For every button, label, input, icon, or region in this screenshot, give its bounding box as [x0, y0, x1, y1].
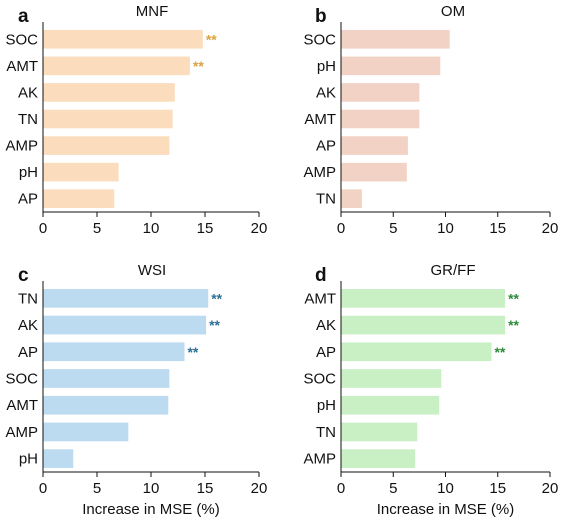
category-label: pH — [317, 58, 336, 75]
bar-amp — [341, 162, 407, 182]
panel-a: a MNF SOC ** AMT ** AK TN AMP pH AP0 5 10 15 20 — [5, 3, 267, 237]
x-tick-label: 0 — [39, 480, 47, 497]
bar-tn — [43, 109, 173, 129]
x-axis-label: Increase in MSE (%) — [82, 501, 220, 518]
significance-marker: ** — [209, 317, 220, 333]
category-label: TN — [316, 424, 336, 441]
x-tick-label: 20 — [542, 480, 559, 497]
category-label: AMP — [5, 138, 38, 155]
category-label: SOC — [5, 31, 38, 48]
category-label: AMT — [6, 397, 38, 414]
bar-soc — [341, 369, 442, 388]
significance-marker: ** — [508, 317, 519, 333]
category-label: AK — [18, 317, 38, 334]
bar-amt — [43, 56, 190, 76]
bar-amt — [43, 395, 169, 415]
bar-ph — [43, 162, 119, 182]
x-tick-label: 15 — [197, 220, 214, 237]
bar-soc — [43, 369, 170, 388]
bar-ap — [43, 342, 185, 362]
category-label: AP — [316, 138, 336, 155]
category-label: pH — [317, 397, 336, 414]
panel-letter: a — [18, 6, 29, 27]
panel-title: OM — [441, 3, 465, 20]
bar-amp — [341, 449, 416, 468]
significance-marker: ** — [206, 31, 217, 47]
x-tick-label: 20 — [251, 220, 268, 237]
bar-amt — [341, 109, 420, 129]
category-label: AMP — [5, 424, 38, 441]
category-label: AP — [18, 344, 38, 361]
panel-letter: b — [315, 6, 327, 27]
category-label: AMT — [6, 58, 38, 75]
significance-marker: ** — [211, 290, 222, 306]
significance-marker: ** — [494, 344, 505, 360]
panel-b: b OM SOC pH AK AMT AP AMP TN0 5 10 15 20 — [303, 3, 558, 237]
category-label: SOC — [303, 371, 336, 388]
x-tick-label: 15 — [197, 480, 214, 497]
x-tick-label: 0 — [337, 480, 345, 497]
category-label: AK — [316, 84, 336, 101]
bar-tn — [341, 422, 418, 442]
panel-title: GR/FF — [431, 262, 476, 279]
bar-ap — [341, 342, 492, 362]
panel-title: MNF — [136, 3, 169, 20]
bar-ak — [43, 83, 175, 102]
x-tick-label: 5 — [93, 480, 101, 497]
x-tick-label: 20 — [542, 220, 559, 237]
category-label: AP — [316, 344, 336, 361]
bar-soc — [43, 29, 203, 49]
category-label: AP — [18, 191, 38, 208]
x-tick-label: 5 — [93, 220, 101, 237]
category-label: TN — [18, 290, 38, 307]
x-tick-label: 15 — [489, 220, 506, 237]
category-label: pH — [19, 451, 38, 468]
x-axis-label: Increase in MSE (%) — [377, 501, 515, 518]
bar-ak — [341, 83, 420, 102]
bar-amp — [43, 422, 129, 442]
panel-letter: c — [18, 265, 29, 286]
category-label: AK — [316, 317, 336, 334]
bar-ph — [341, 56, 441, 76]
category-label: pH — [19, 164, 38, 181]
category-label: AMP — [303, 164, 336, 181]
category-label: SOC — [303, 31, 336, 48]
category-label: TN — [316, 191, 336, 208]
x-tick-label: 10 — [143, 480, 160, 497]
x-tick-label: 0 — [39, 220, 47, 237]
significance-marker: ** — [187, 344, 198, 360]
category-label: AMT — [304, 111, 336, 128]
bar-tn — [341, 189, 362, 209]
bar-ak — [341, 315, 506, 335]
category-label: AK — [18, 84, 38, 101]
x-tick-label: 15 — [489, 480, 506, 497]
significance-marker: ** — [193, 58, 204, 74]
category-label: AMP — [303, 451, 336, 468]
significance-marker: ** — [508, 290, 519, 306]
panel-letter: d — [315, 265, 327, 286]
bar-tn — [43, 289, 209, 308]
category-label: TN — [18, 111, 38, 128]
bar-amp — [43, 136, 170, 155]
bar-soc — [341, 29, 450, 49]
bar-amt — [341, 289, 506, 308]
x-tick-label: 5 — [389, 220, 397, 237]
bar-ph — [43, 449, 74, 468]
bar-ap — [341, 136, 408, 155]
x-tick-label: 10 — [143, 220, 160, 237]
bar-ak — [43, 315, 207, 335]
panel-c: c WSI TN ** AK ** AP ** SOC AMT AMP pH0 5 10 15 20 Incre… — [5, 262, 267, 518]
x-tick-label: 0 — [337, 220, 345, 237]
bar-ap — [43, 189, 115, 209]
panel-title: WSI — [138, 262, 166, 279]
x-tick-label: 10 — [437, 480, 454, 497]
category-label: SOC — [5, 371, 38, 388]
category-label: AMT — [304, 290, 336, 307]
bar-ph — [341, 395, 440, 415]
x-tick-label: 5 — [389, 480, 397, 497]
x-tick-label: 10 — [437, 220, 454, 237]
x-tick-label: 20 — [251, 480, 268, 497]
